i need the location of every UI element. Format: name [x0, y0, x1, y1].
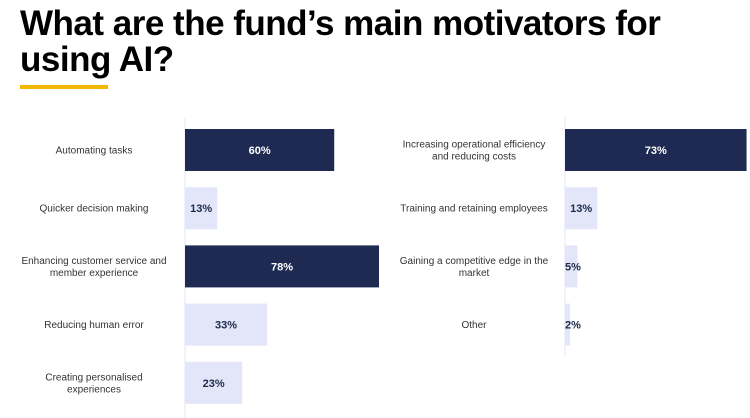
- category-label-1-1: Automating tasks: [56, 146, 133, 157]
- value-label-1-3: 78%: [271, 261, 293, 273]
- title-underline: [20, 85, 108, 89]
- category-label-2-2: Training and retaining employees: [400, 204, 548, 215]
- category-label-2-4: Other: [461, 320, 487, 331]
- bar-2-4: [565, 303, 570, 346]
- category-label-1-3: Enhancing customer service and member exp…: [21, 256, 166, 279]
- bar-1-5: [185, 361, 243, 404]
- bar-2-1: [565, 129, 747, 171]
- page-title: What are the fund’s main motivators for …: [20, 4, 661, 79]
- value-label-2-4: 2%: [565, 320, 581, 332]
- bar-1-3: [185, 245, 379, 288]
- value-label-1-5: 23%: [203, 378, 225, 390]
- value-label-2-2: 13%: [570, 203, 592, 215]
- category-label-1-2: Quicker decision making: [40, 204, 149, 215]
- bar-1-4: [185, 303, 268, 346]
- value-label-1-1: 60%: [249, 145, 271, 157]
- category-label-1-4: Reducing human error: [44, 320, 144, 331]
- value-label-1-4: 33%: [215, 320, 237, 332]
- bar-1-1: [185, 129, 335, 171]
- bar-2-3: [565, 245, 578, 288]
- value-label-1-2: 13%: [190, 203, 212, 215]
- value-label-2-1: 73%: [645, 145, 667, 157]
- category-label-2-1: Increasing operational efficiency and red…: [403, 140, 546, 163]
- value-label-2-3: 5%: [565, 261, 581, 273]
- category-label-2-3: Gaining a competitive edge in the market: [400, 256, 549, 279]
- category-label-1-5: Creating personalised experiences: [45, 372, 142, 395]
- bar-1-2: [185, 187, 218, 230]
- bar-2-2: [565, 187, 598, 230]
